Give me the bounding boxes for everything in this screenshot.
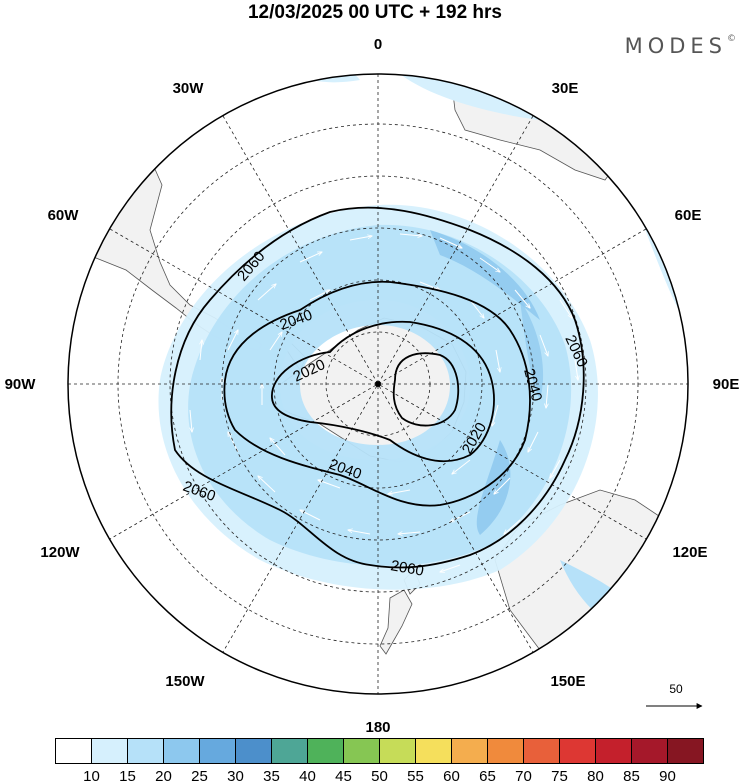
colorbar-cell bbox=[523, 738, 560, 764]
contour-2040 bbox=[223, 280, 531, 507]
colorbar-cell bbox=[271, 738, 308, 764]
map-title: 12/03/2025 00 UTC + 192 hrs bbox=[247, 2, 503, 23]
wind-band-strong bbox=[430, 230, 540, 320]
lon-label-90w: 90W bbox=[5, 376, 37, 393]
colorbar-labels: 10 15 20 25 30 35 40 45 50 55 60 65 70 75 80 85 90 bbox=[83, 768, 676, 782]
height-contours bbox=[170, 206, 585, 569]
land-madagascar bbox=[599, 149, 641, 186]
colorbar-cell bbox=[307, 738, 344, 764]
colorbar-cell bbox=[235, 738, 272, 764]
brand-logo: MODES© bbox=[625, 34, 736, 58]
colorbar-cell bbox=[595, 738, 632, 764]
wind-patch-northwest bbox=[290, 74, 360, 83]
colorbar-cell bbox=[91, 738, 128, 764]
colorbar-tick-label: 90 bbox=[659, 768, 676, 782]
lon-label-180: 180 bbox=[365, 719, 390, 736]
wind-band-mid bbox=[188, 224, 572, 566]
colorbar-cell bbox=[559, 738, 596, 764]
colorbar-cell bbox=[487, 738, 524, 764]
land-masses bbox=[68, 79, 688, 694]
brand-mark: © bbox=[727, 34, 736, 44]
colorbar-tick-label: 40 bbox=[299, 768, 316, 782]
colorbar-tick-label: 55 bbox=[407, 768, 424, 782]
colorbar-tick-label: 80 bbox=[587, 768, 604, 782]
colorbar-tick-label: 65 bbox=[479, 768, 496, 782]
colorbar-cell bbox=[451, 738, 488, 764]
colorbar-cell bbox=[343, 738, 380, 764]
colorbar-tick-label: 35 bbox=[263, 768, 280, 782]
colorbar-tick-label: 25 bbox=[191, 768, 208, 782]
contour-2020-outer bbox=[271, 320, 495, 463]
colorbar-tick-label: 10 bbox=[83, 768, 100, 782]
colorbar-tick-label: 20 bbox=[155, 768, 172, 782]
wind-patch-north bbox=[395, 74, 540, 120]
colorbar-cell bbox=[199, 738, 236, 764]
brand-name: MODES bbox=[624, 34, 727, 58]
colorbar-cells bbox=[55, 738, 704, 764]
polar-map: 2020 2020 2040 2040 2040 2060 2060 2060 … bbox=[5, 36, 740, 736]
land-new-zealand bbox=[379, 589, 413, 655]
colorbar-cell bbox=[415, 738, 452, 764]
lon-label-60w: 60W bbox=[48, 207, 80, 224]
contour-2020-inner bbox=[392, 352, 460, 427]
reference-vector-label: 50 bbox=[669, 682, 683, 696]
map-border bbox=[67, 73, 689, 695]
colorbar-cell bbox=[55, 738, 92, 764]
reference-vector: 50 bbox=[646, 682, 703, 709]
colorbar-cell bbox=[163, 738, 200, 764]
lon-label-60e: 60E bbox=[675, 207, 702, 224]
contour-2060 bbox=[170, 206, 585, 569]
wind-band-strong-3 bbox=[520, 300, 544, 400]
pole-marker bbox=[375, 381, 381, 387]
colorbar-cell bbox=[379, 738, 416, 764]
colorbar-cell bbox=[631, 738, 668, 764]
lon-label-120w: 120W bbox=[40, 544, 80, 561]
colorbar: 10 15 20 25 30 35 40 45 50 55 60 65 70 75 80 85 90 bbox=[55, 738, 704, 782]
lon-label-150w: 150W bbox=[165, 673, 205, 690]
lon-label-150e: 150E bbox=[550, 673, 585, 690]
lon-label-30e: 30E bbox=[552, 80, 579, 97]
colorbar-tick-label: 50 bbox=[371, 768, 388, 782]
wind-vectors bbox=[190, 234, 578, 572]
colorbar-tick-label: 15 bbox=[119, 768, 136, 782]
colorbar-tick-label: 30 bbox=[227, 768, 244, 782]
lon-label-0: 0 bbox=[374, 36, 382, 53]
colorbar-tick-label: 60 bbox=[443, 768, 460, 782]
wind-band-strong-2 bbox=[476, 440, 511, 535]
graticule bbox=[68, 74, 688, 694]
colorbar-cell bbox=[127, 738, 164, 764]
lon-label-90e: 90E bbox=[713, 376, 740, 393]
wind-shading bbox=[158, 74, 688, 640]
colorbar-tick-label: 85 bbox=[623, 768, 640, 782]
colorbar-tick-label: 75 bbox=[551, 768, 568, 782]
lon-label-30w: 30W bbox=[173, 80, 205, 97]
longitude-labels: 0 30E 60E 90E 120E 150E 180 150W 120W 90… bbox=[5, 36, 740, 736]
colorbar-tick-label: 70 bbox=[515, 768, 532, 782]
colorbar-tick-label: 45 bbox=[335, 768, 352, 782]
lon-label-120e: 120E bbox=[672, 544, 707, 561]
contour-label: 2060 bbox=[389, 557, 425, 580]
colorbar-cell bbox=[667, 738, 704, 764]
